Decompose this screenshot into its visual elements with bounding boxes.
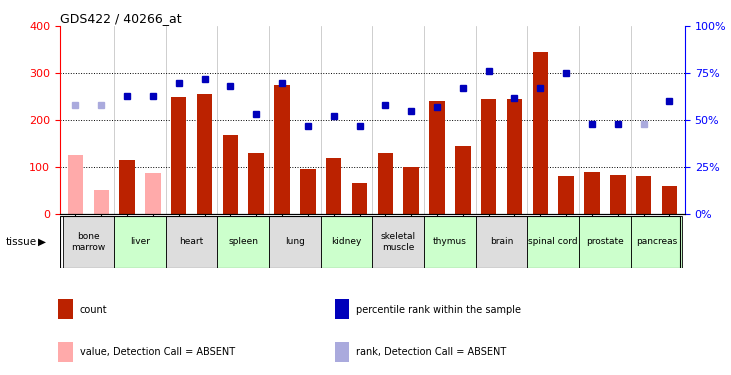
Bar: [636, 176, 651, 214]
Bar: [321, 216, 372, 268]
Text: spleen: spleen: [228, 237, 258, 246]
Bar: [533, 52, 548, 214]
Bar: [631, 216, 682, 268]
Bar: [507, 99, 522, 214]
Text: bone
marrow: bone marrow: [71, 232, 105, 252]
Bar: [218, 216, 269, 268]
Text: prostate: prostate: [586, 237, 624, 246]
Bar: [114, 216, 166, 268]
Bar: [335, 299, 349, 319]
Bar: [249, 153, 264, 214]
Bar: [662, 186, 677, 214]
Text: tissue: tissue: [6, 237, 37, 247]
Text: rank, Detection Call = ABSENT: rank, Detection Call = ABSENT: [356, 348, 506, 357]
Bar: [378, 153, 393, 214]
Text: value, Detection Call = ABSENT: value, Detection Call = ABSENT: [80, 348, 235, 357]
Bar: [455, 146, 471, 214]
Bar: [584, 172, 599, 214]
Text: GDS422 / 40266_at: GDS422 / 40266_at: [60, 12, 181, 25]
Bar: [404, 167, 419, 214]
Bar: [610, 176, 626, 214]
Bar: [145, 172, 161, 214]
Bar: [352, 183, 367, 214]
Bar: [424, 216, 476, 268]
Text: skeletal
muscle: skeletal muscle: [381, 232, 416, 252]
Bar: [372, 216, 424, 268]
Text: ▶: ▶: [38, 237, 46, 247]
Text: liver: liver: [130, 237, 150, 246]
Text: lung: lung: [285, 237, 305, 246]
Bar: [119, 160, 135, 214]
Bar: [558, 176, 574, 214]
Bar: [326, 158, 341, 214]
Text: thymus: thymus: [433, 237, 467, 246]
Text: kidney: kidney: [331, 237, 362, 246]
Text: pancreas: pancreas: [636, 237, 677, 246]
Bar: [429, 101, 444, 214]
Bar: [94, 190, 109, 214]
Bar: [171, 97, 186, 214]
Bar: [58, 342, 73, 362]
Bar: [197, 94, 212, 214]
Text: heart: heart: [180, 237, 204, 246]
Bar: [269, 216, 321, 268]
Text: spinal cord: spinal cord: [529, 237, 578, 246]
Bar: [63, 216, 114, 268]
Text: brain: brain: [490, 237, 513, 246]
Text: count: count: [80, 305, 107, 315]
Bar: [274, 85, 289, 214]
Bar: [527, 216, 579, 268]
Bar: [58, 299, 73, 319]
Bar: [223, 135, 238, 214]
Bar: [335, 342, 349, 362]
Bar: [476, 216, 527, 268]
Bar: [166, 216, 218, 268]
Bar: [300, 169, 316, 214]
Bar: [481, 99, 496, 214]
Bar: [68, 155, 83, 214]
Bar: [579, 216, 631, 268]
Text: percentile rank within the sample: percentile rank within the sample: [356, 305, 521, 315]
